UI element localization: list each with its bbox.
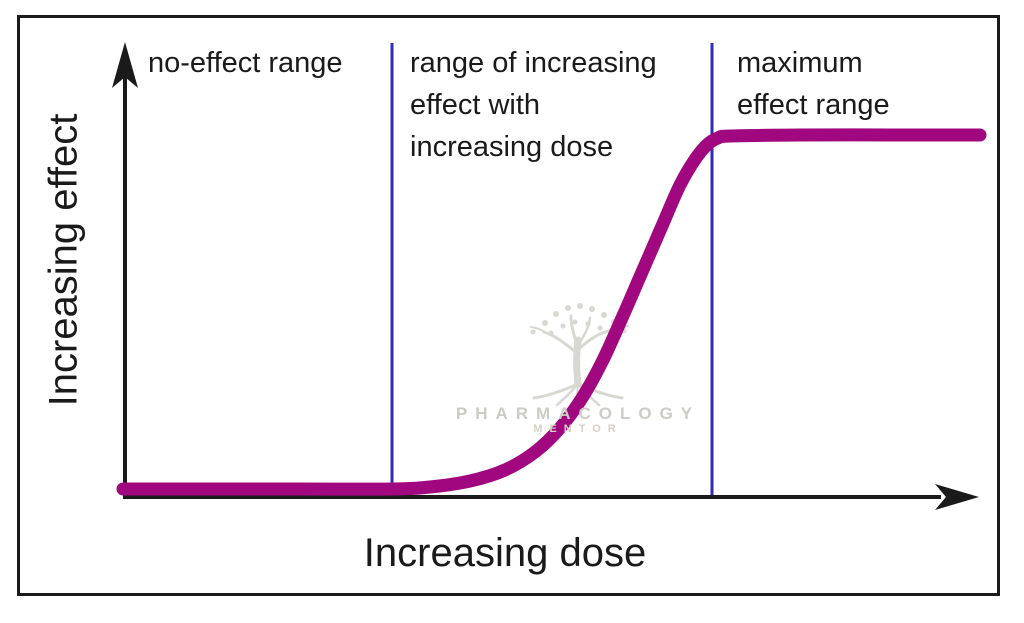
region-label-increasing-effect: range of increasing effect with increasi…: [410, 47, 657, 163]
region-label-maximum-effect: maximum effect range: [737, 47, 890, 121]
x-axis-arrow-icon: [935, 484, 979, 510]
y-axis-label: Increasing effect: [41, 113, 86, 407]
region-label-no-effect: no-effect range: [148, 47, 343, 79]
dose-response-curve: [116, 128, 987, 496]
x-axis-label: Increasing dose: [363, 531, 647, 575]
watermark-tree-icon: [530, 303, 629, 407]
y-axis-arrow-icon: [112, 42, 138, 88]
